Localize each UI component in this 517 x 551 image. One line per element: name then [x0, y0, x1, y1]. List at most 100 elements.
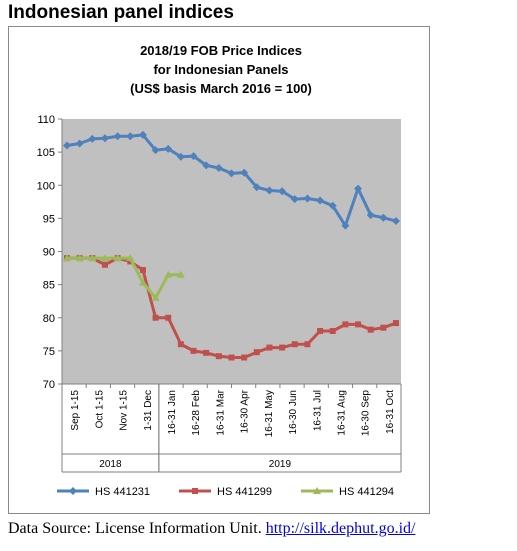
data-point [177, 341, 184, 348]
data-point [265, 186, 274, 195]
data-point [69, 487, 77, 495]
legend-item: HS 441294 [301, 486, 394, 498]
data-point [151, 293, 160, 301]
data-point [241, 354, 248, 361]
data-point [190, 347, 197, 354]
y-tick-label: 110 [37, 114, 55, 126]
chart-title-line: 2018/19 FOB Price Indices [140, 43, 302, 58]
data-point [313, 487, 321, 494]
axes: 70 75 80 85 90 95 100 105 110 Sep 1-15 Oct 1-15 Nov… [37, 114, 402, 473]
data-point [317, 328, 324, 334]
data-point [152, 314, 159, 321]
data-point [189, 152, 198, 161]
data-point [63, 141, 71, 150]
data-point [354, 184, 363, 193]
data-point [165, 314, 172, 321]
data-point [75, 254, 84, 262]
x-tick-label: 16-30 Apr [240, 389, 251, 433]
x-tick-label: 16-31 May [264, 390, 275, 437]
data-point [329, 328, 336, 334]
legend-item: HS 441299 [179, 486, 272, 498]
x-tick-label: 16-28 Feb [191, 390, 202, 436]
data-point [290, 195, 299, 204]
x-tick-label: Nov 1-15 [119, 390, 130, 431]
y-tick-label: 90 [43, 247, 55, 259]
y-tick-label: 70 [43, 379, 55, 391]
price-index-chart: 2018/19 FOB Price Indices for Indonesian … [37, 43, 402, 498]
x-tick-label: 16-31 Mar [215, 389, 226, 435]
year-group-label: 2019 [269, 459, 292, 470]
x-tick-label: 16-30 Jun [288, 390, 299, 434]
data-point [151, 146, 160, 155]
x-tick-label: Oct 1-15 [94, 390, 105, 429]
chart-title-line: for Indonesian Panels [153, 62, 288, 77]
data-source-note: Data Source: License Information Unit. h… [8, 520, 415, 538]
data-point [341, 221, 350, 230]
x-tick-label: 16-31 Aug [336, 390, 347, 436]
x-tick-label: 16-31 Oct [385, 390, 396, 434]
data-point [176, 152, 185, 161]
x-tick-label: 16-31 Jan [167, 390, 178, 434]
data-point [88, 254, 97, 262]
data-point [278, 187, 287, 196]
series-hs-441231 [63, 130, 400, 230]
y-tick-label: 105 [37, 147, 55, 159]
data-point [113, 254, 122, 262]
data-point [100, 134, 109, 143]
data-source-link[interactable]: http://silk.dephut.go.id/ [265, 520, 416, 537]
data-point [113, 132, 122, 141]
data-point [366, 211, 375, 220]
legend-item: HS 441231 [57, 486, 150, 498]
legend-label: HS 441231 [95, 486, 150, 498]
series-hs-441294 [63, 254, 185, 301]
x-tick-label: 16-31 Jul [312, 390, 323, 431]
data-point [303, 194, 312, 203]
data-point [214, 164, 223, 173]
series-lines [63, 130, 400, 361]
legend-label: HS 441299 [217, 486, 272, 498]
data-point [392, 217, 400, 226]
data-point [253, 349, 260, 356]
data-point [100, 254, 109, 262]
data-point [342, 321, 349, 328]
data-point [75, 139, 84, 148]
year-group-label: 2018 [99, 459, 122, 470]
y-tick-label: 85 [43, 280, 55, 292]
x-tick-label: Sep 1-15 [70, 390, 81, 431]
data-point [101, 261, 108, 268]
data-point [252, 183, 261, 192]
data-source-label: Data Source: License Information Unit. [8, 520, 262, 537]
chart-title-line: (US$ basis March 2016 = 100) [130, 81, 312, 96]
data-point [227, 169, 236, 178]
data-point [88, 134, 97, 143]
data-point [379, 213, 388, 222]
data-point [127, 258, 134, 265]
data-point [380, 324, 387, 331]
data-point [355, 321, 362, 328]
chart-frame: 2018/19 FOB Price Indices for Indonesian … [8, 26, 430, 514]
plot-area [62, 119, 401, 384]
data-point [393, 320, 399, 327]
data-point [164, 144, 173, 153]
data-point [176, 270, 185, 278]
data-point [316, 196, 325, 205]
data-point [203, 349, 210, 356]
legend-label: HS 441294 [339, 486, 394, 498]
data-point [126, 132, 135, 141]
x-tick-label: 16-30 Sep [361, 390, 372, 437]
data-point [126, 254, 135, 262]
data-point [291, 341, 298, 348]
data-point [240, 168, 249, 177]
data-point [202, 161, 211, 170]
chart-title: 2018/19 FOB Price Indices for Indonesian … [130, 43, 312, 96]
data-point [304, 341, 311, 348]
data-point [63, 254, 71, 262]
data-point [215, 353, 222, 360]
data-point [328, 201, 337, 210]
y-tick-label: 75 [43, 346, 55, 358]
x-tick-label: 1-31 Dec [143, 390, 154, 431]
data-point [279, 344, 286, 351]
data-point [138, 278, 147, 286]
data-point [228, 354, 235, 361]
series-line [67, 256, 181, 300]
